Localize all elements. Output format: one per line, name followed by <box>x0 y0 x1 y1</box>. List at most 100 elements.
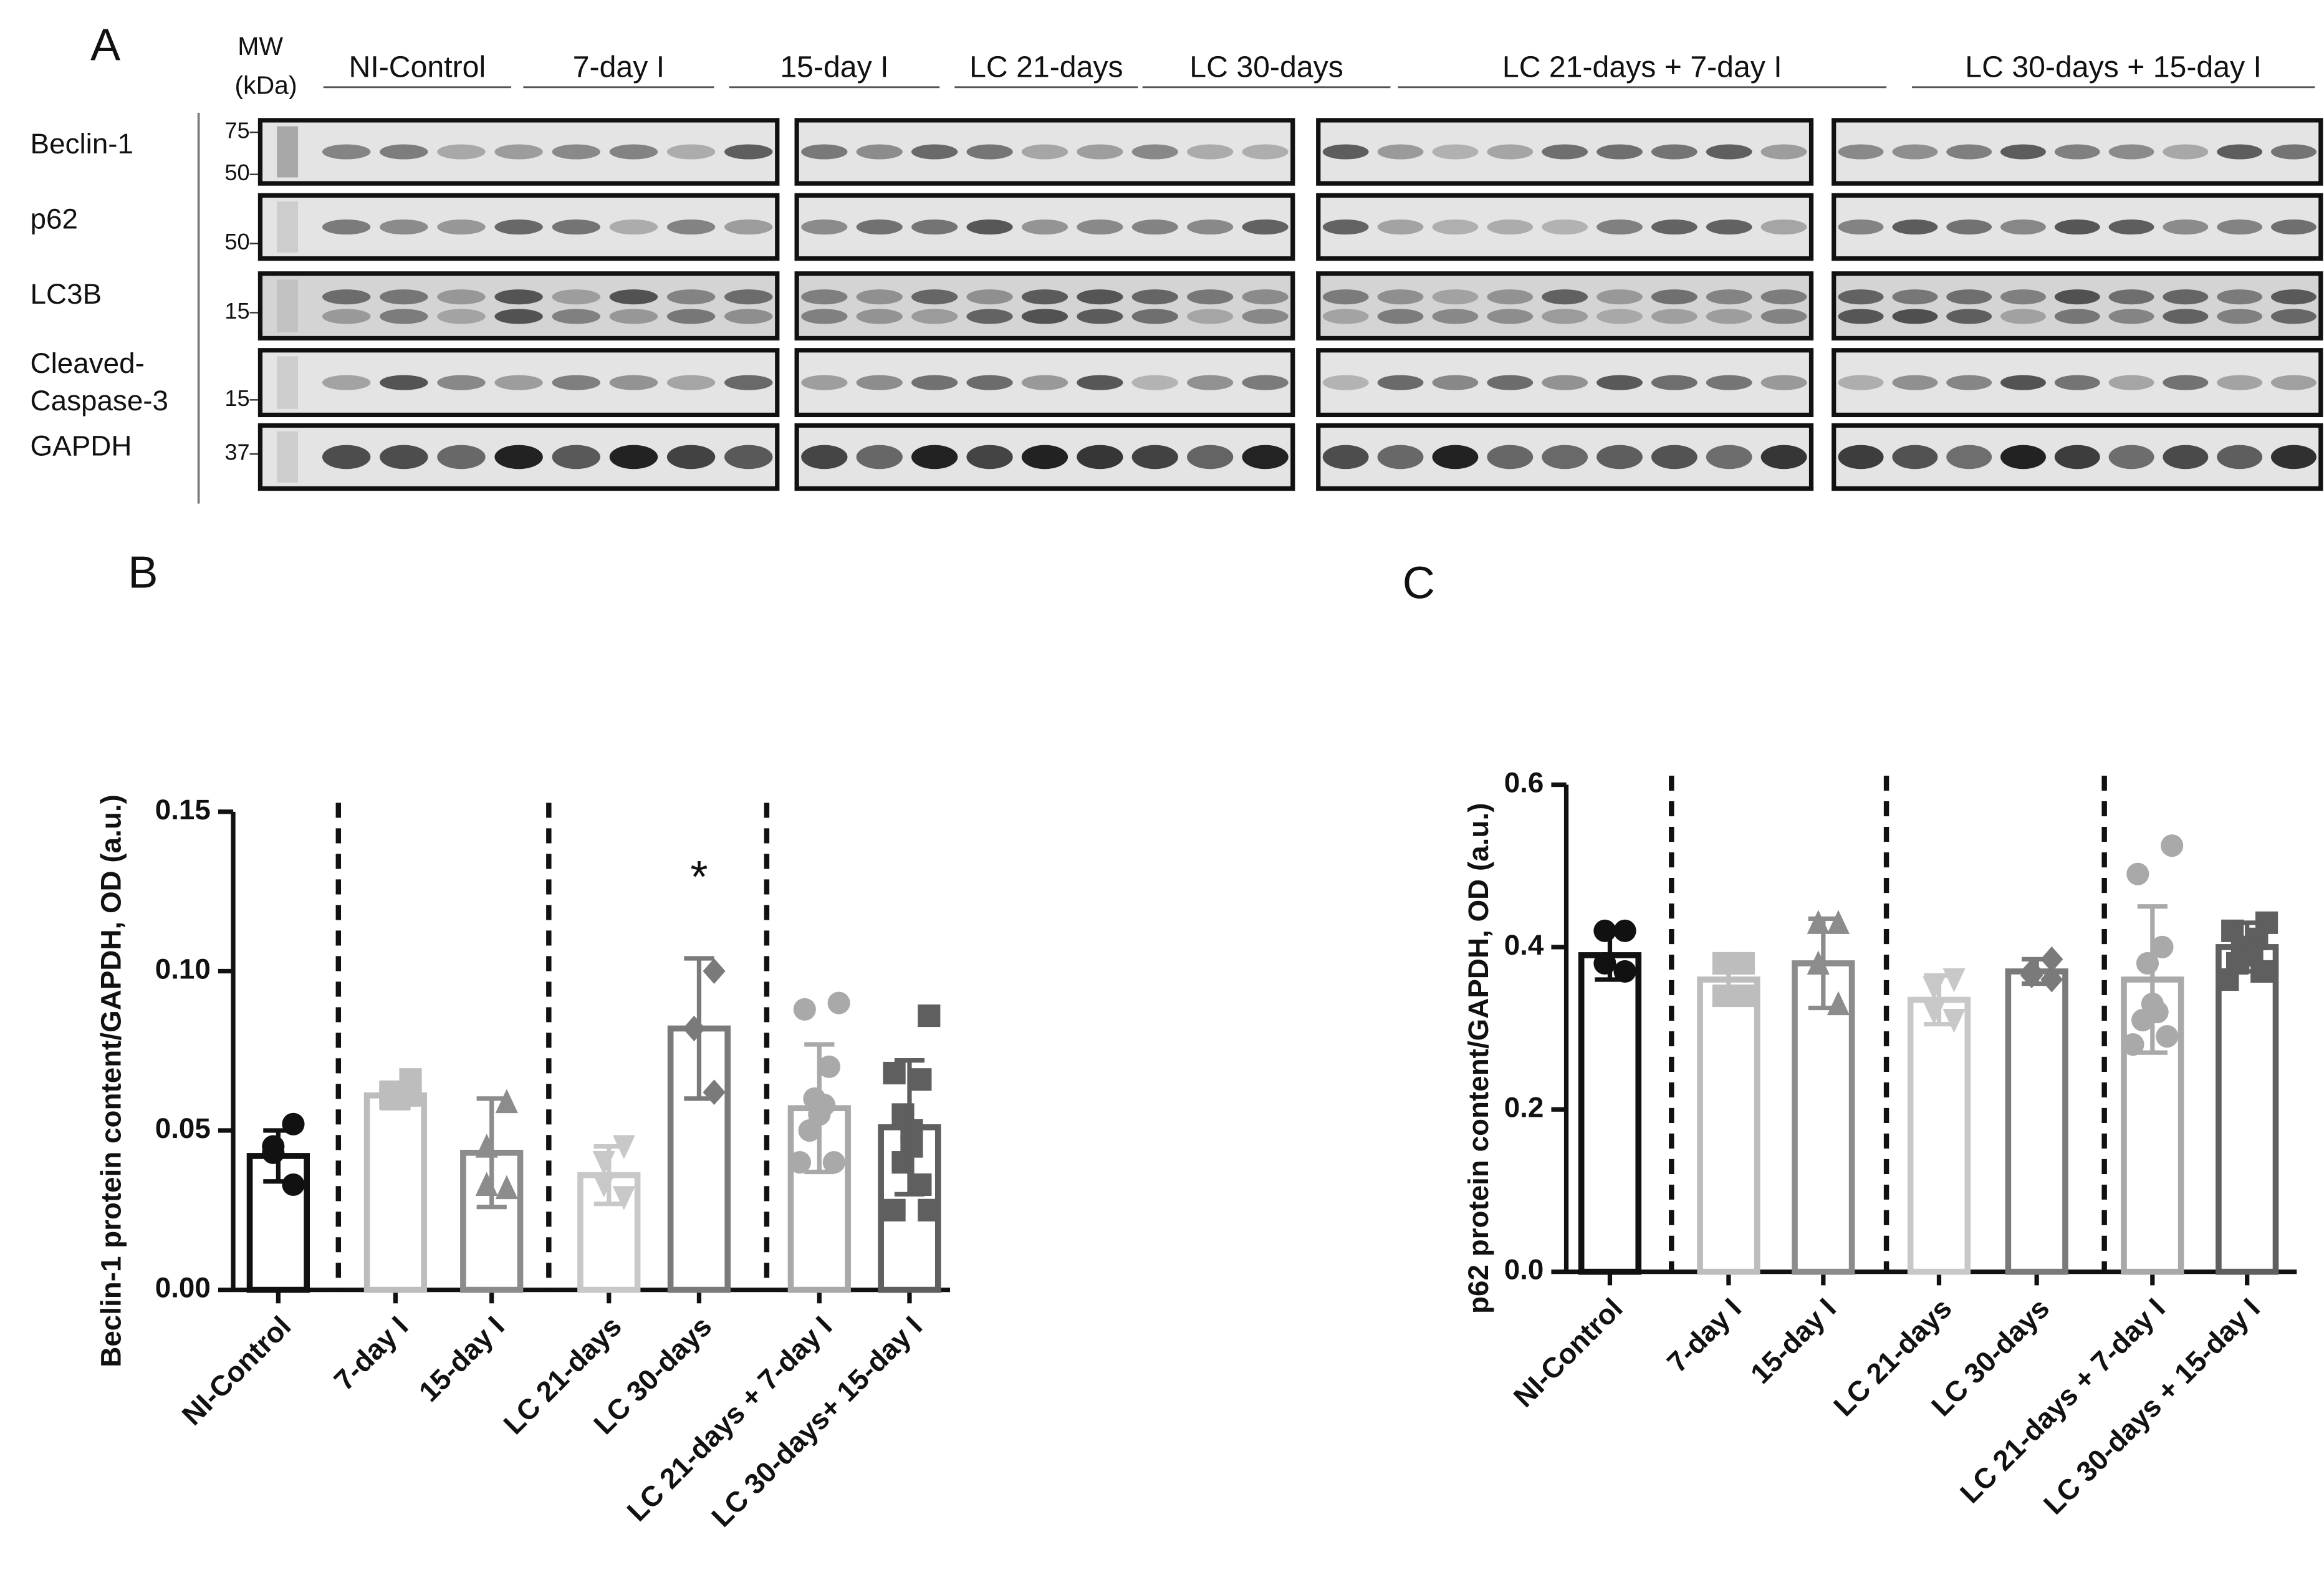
band <box>1597 144 1643 160</box>
mw-marker: 37 <box>224 440 249 465</box>
point <box>495 1089 518 1114</box>
band <box>966 289 1013 305</box>
row-label: Beclin-1 <box>31 128 133 160</box>
band <box>494 309 543 324</box>
band <box>1946 375 1992 390</box>
band <box>1322 144 1369 160</box>
band <box>494 219 543 235</box>
band <box>552 375 600 390</box>
band <box>1487 289 1534 305</box>
band <box>1651 219 1697 235</box>
error-bar <box>263 1128 294 1184</box>
band <box>1322 289 1369 305</box>
band <box>1432 289 1479 305</box>
mw-marker: 50 <box>224 229 249 254</box>
error-bar <box>1713 957 1744 1003</box>
band <box>724 445 773 470</box>
bar <box>2216 944 2279 1275</box>
blot-strip <box>794 271 1295 341</box>
point <box>788 1151 812 1174</box>
point <box>612 1186 635 1210</box>
band <box>724 219 773 235</box>
band <box>2108 309 2154 324</box>
band <box>911 219 958 235</box>
band <box>1021 375 1068 390</box>
band <box>1542 309 1588 324</box>
blot-strip <box>794 118 1295 186</box>
band <box>322 144 371 160</box>
point <box>1923 1000 1946 1025</box>
point <box>475 1172 498 1196</box>
group-label: LC 30-days + 15-day I <box>1965 51 2262 84</box>
band <box>666 219 716 235</box>
band <box>609 445 658 470</box>
bar <box>1578 952 1642 1275</box>
band <box>1892 445 1938 470</box>
band <box>801 375 848 390</box>
error-bar <box>684 956 714 1101</box>
band <box>2000 289 2046 305</box>
band <box>2108 219 2154 235</box>
band <box>1187 309 1234 324</box>
point <box>1712 984 1735 1008</box>
mw-marker: 75 <box>224 118 249 143</box>
band <box>1432 375 1479 390</box>
band <box>2054 289 2100 305</box>
band <box>322 289 371 305</box>
x-tick-label: 7-day I <box>328 1310 415 1397</box>
band <box>1021 289 1068 305</box>
blot-strip <box>1316 271 1814 341</box>
point <box>1827 991 1850 1016</box>
band <box>1242 309 1289 324</box>
band <box>2217 375 2263 390</box>
band <box>1021 219 1068 235</box>
band <box>2217 289 2263 305</box>
band <box>1946 309 1992 324</box>
band <box>1597 289 1643 305</box>
point <box>2040 966 2063 993</box>
mw-marker: 15 <box>224 298 249 324</box>
y-tick-label: 0.10 <box>155 953 211 985</box>
point <box>592 1151 615 1175</box>
point <box>2136 952 2159 975</box>
ladder <box>277 356 298 409</box>
band <box>1187 289 1234 305</box>
band <box>1838 309 1884 324</box>
mw-marker: 50 <box>224 160 249 185</box>
band <box>1077 219 1123 235</box>
band <box>494 289 543 305</box>
band <box>437 445 486 470</box>
group-label: NI-Control <box>349 51 486 84</box>
point <box>822 1151 845 1174</box>
ladder <box>277 126 298 178</box>
band <box>1706 219 1752 235</box>
band <box>437 309 486 324</box>
band <box>856 375 903 390</box>
annotation: * <box>690 852 708 902</box>
point <box>2161 834 2184 857</box>
band <box>1131 375 1178 390</box>
band <box>552 289 600 305</box>
band <box>1077 445 1123 470</box>
band <box>2163 144 2209 160</box>
band <box>966 375 1013 390</box>
band <box>966 445 1013 470</box>
x-tick-label: NI-Control <box>176 1310 297 1431</box>
mw-header: MW <box>238 32 283 60</box>
band <box>1946 289 1992 305</box>
blot-strip <box>257 271 780 341</box>
band <box>2000 445 2046 470</box>
band <box>2000 375 2046 390</box>
band <box>1706 309 1752 324</box>
error-bar <box>2232 920 2262 974</box>
band <box>322 445 371 470</box>
bar <box>363 1092 428 1293</box>
band <box>1021 445 1068 470</box>
point <box>1827 910 1850 934</box>
point <box>1942 968 1966 993</box>
point <box>1923 976 1946 1001</box>
band <box>1651 289 1697 305</box>
mw-marker: 15 <box>224 385 249 411</box>
band <box>1432 219 1479 235</box>
